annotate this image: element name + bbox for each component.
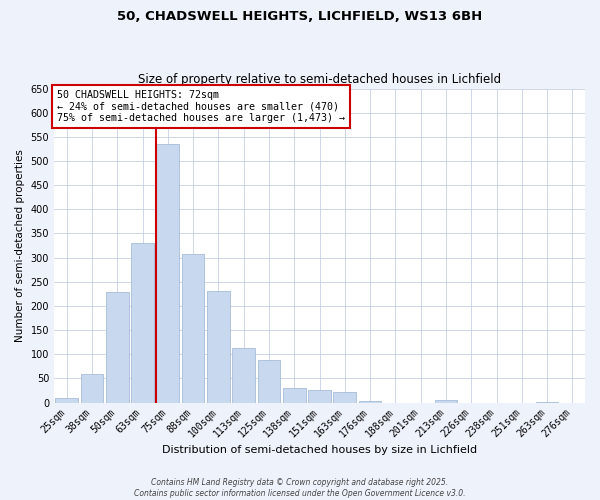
Bar <box>131 243 154 402</box>
Bar <box>182 254 205 402</box>
Bar <box>207 290 230 403</box>
Title: Size of property relative to semi-detached houses in Lichfield: Size of property relative to semi-detach… <box>138 73 501 86</box>
Y-axis label: Number of semi-detached properties: Number of semi-detached properties <box>15 149 25 342</box>
Text: 50 CHADSWELL HEIGHTS: 72sqm
← 24% of semi-detached houses are smaller (470)
75% : 50 CHADSWELL HEIGHTS: 72sqm ← 24% of sem… <box>56 90 344 124</box>
Bar <box>55 398 78 402</box>
Bar <box>283 388 305 402</box>
Bar <box>359 401 382 402</box>
Bar <box>434 400 457 402</box>
Text: Contains HM Land Registry data © Crown copyright and database right 2025.
Contai: Contains HM Land Registry data © Crown c… <box>134 478 466 498</box>
Text: 50, CHADSWELL HEIGHTS, LICHFIELD, WS13 6BH: 50, CHADSWELL HEIGHTS, LICHFIELD, WS13 6… <box>118 10 482 23</box>
Bar <box>308 390 331 402</box>
Bar <box>257 360 280 403</box>
Bar <box>157 144 179 403</box>
Bar <box>334 392 356 402</box>
Bar <box>232 348 255 403</box>
X-axis label: Distribution of semi-detached houses by size in Lichfield: Distribution of semi-detached houses by … <box>162 445 477 455</box>
Bar <box>106 292 128 403</box>
Bar <box>80 374 103 402</box>
